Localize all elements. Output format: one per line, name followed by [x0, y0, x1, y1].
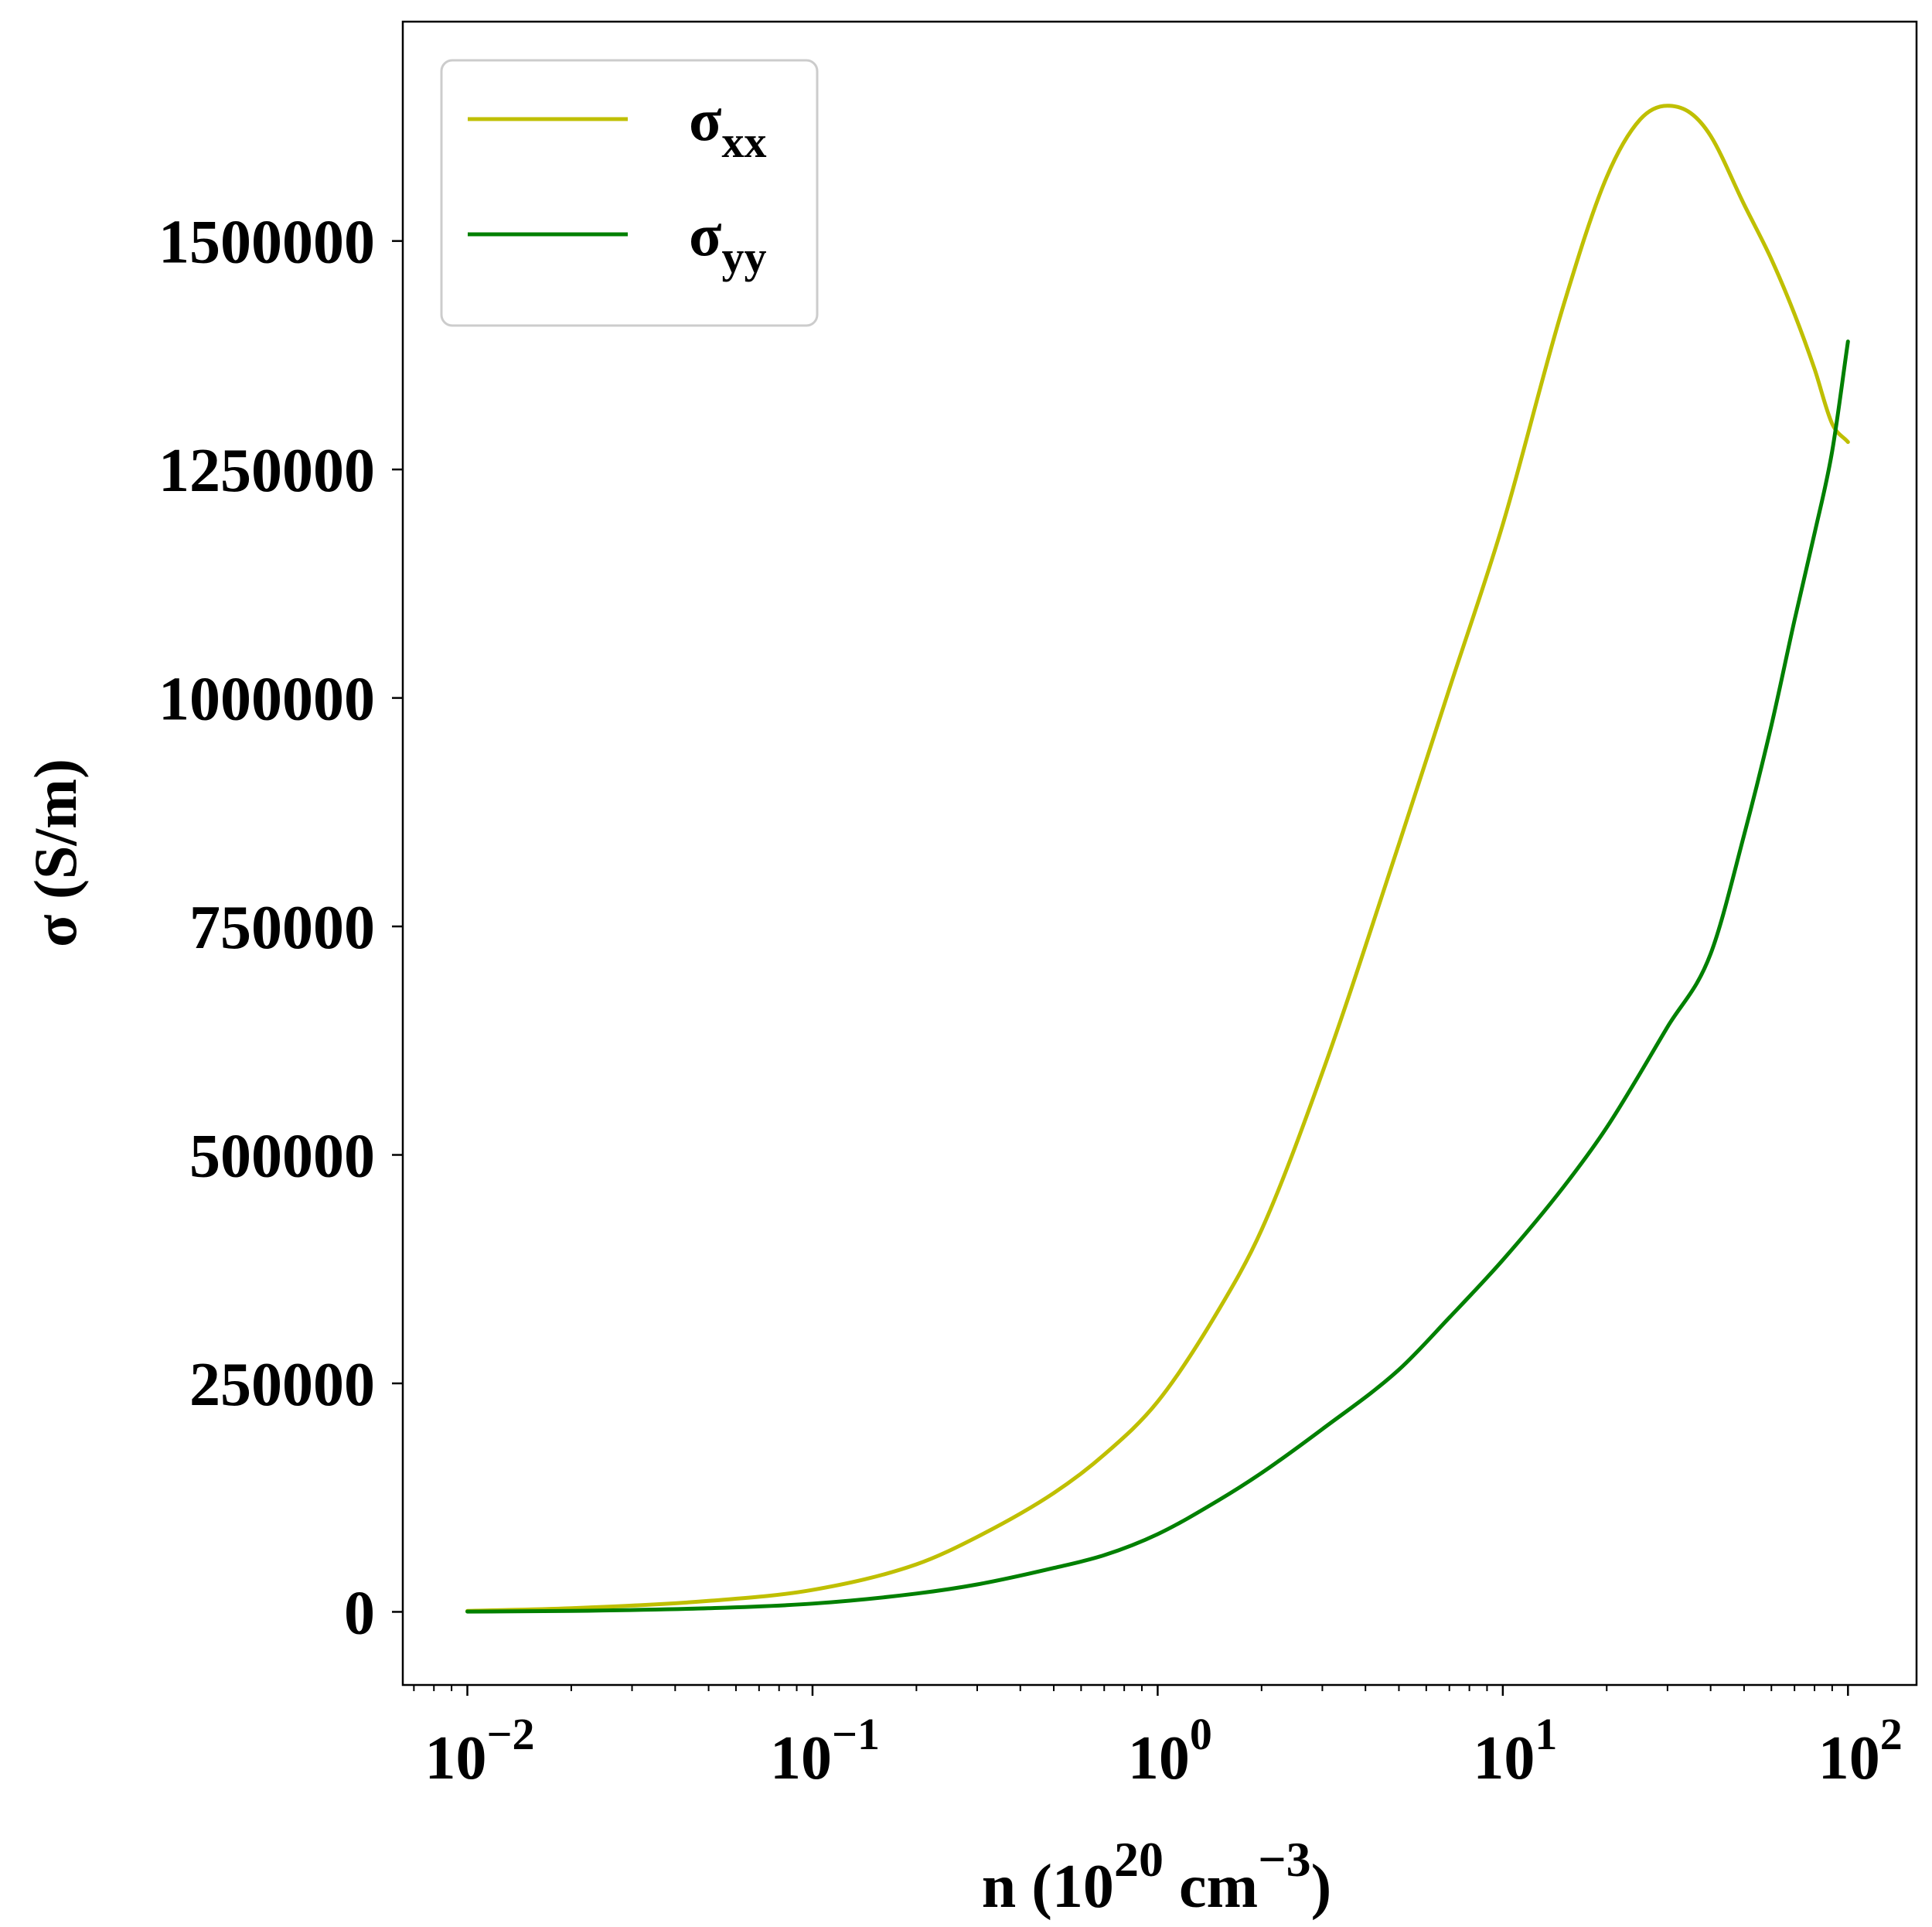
y-tick-label: 750000: [189, 894, 375, 962]
y-tick-label: 250000: [189, 1351, 375, 1419]
x-tick-label-exponent: 0: [1190, 1709, 1212, 1759]
y-axis: 0 250000 500000 750000 1000000 1250000 1500000: [158, 209, 403, 1647]
x-tick-label: 102: [1818, 1709, 1903, 1792]
x-axis-title-exponent: 20: [1114, 1832, 1164, 1887]
x-axis-title-unit-exponent: −3: [1258, 1832, 1310, 1887]
legend: σxx σyy: [440, 59, 819, 327]
legend-label-sigma-xx-sub: xx: [721, 117, 766, 167]
x-axis: 10−2 10−1 100 101 102: [413, 1685, 1903, 1792]
legend-label-sigma-xx: σxx: [689, 86, 766, 167]
x-axis-title-close: ): [1311, 1853, 1332, 1921]
x-tick-label: 10−1: [770, 1709, 880, 1792]
x-tick-label-exponent: 1: [1535, 1709, 1557, 1759]
series-line-sigma-xx: [465, 104, 1850, 1613]
plot-frame: [401, 20, 1918, 1687]
x-tick-label-base: 10: [1473, 1724, 1535, 1792]
y-tick-label: 1000000: [158, 666, 375, 734]
x-tick-label-exponent: −1: [832, 1709, 880, 1759]
x-axis-title-base: n (10: [982, 1853, 1114, 1921]
x-axis-title-unit: cm: [1164, 1853, 1258, 1921]
x-tick-label: 100: [1128, 1709, 1212, 1792]
y-tick-label: 1500000: [158, 209, 375, 277]
x-tick-label-exponent: 2: [1880, 1709, 1903, 1759]
y-tick-label: 1250000: [158, 437, 375, 505]
x-tick-label: 10−2: [424, 1709, 534, 1792]
series-line-sigma-yy: [465, 339, 1850, 1614]
x-tick-label-base: 10: [1818, 1724, 1880, 1792]
legend-label-sigma-yy-main: σ: [689, 201, 721, 268]
x-axis-title: n (1020 cm−3): [982, 1832, 1331, 1921]
legend-label-sigma-yy-sub: yy: [721, 232, 766, 282]
y-tick-label: 0: [344, 1579, 375, 1647]
x-tick-label-exponent: −2: [486, 1709, 534, 1759]
legend-box: [440, 59, 819, 327]
legend-label-sigma-xx-main: σ: [689, 86, 721, 153]
y-axis-title: σ (S/m): [22, 759, 89, 947]
y-tick-label: 500000: [189, 1123, 375, 1191]
x-tick-label: 101: [1473, 1709, 1557, 1792]
x-tick-label-base: 10: [424, 1724, 486, 1792]
x-tick-label-base: 10: [1128, 1724, 1190, 1792]
x-tick-label-base: 10: [770, 1724, 832, 1792]
series-layer: [465, 104, 1850, 1614]
legend-label-sigma-yy: σyy: [689, 201, 766, 282]
